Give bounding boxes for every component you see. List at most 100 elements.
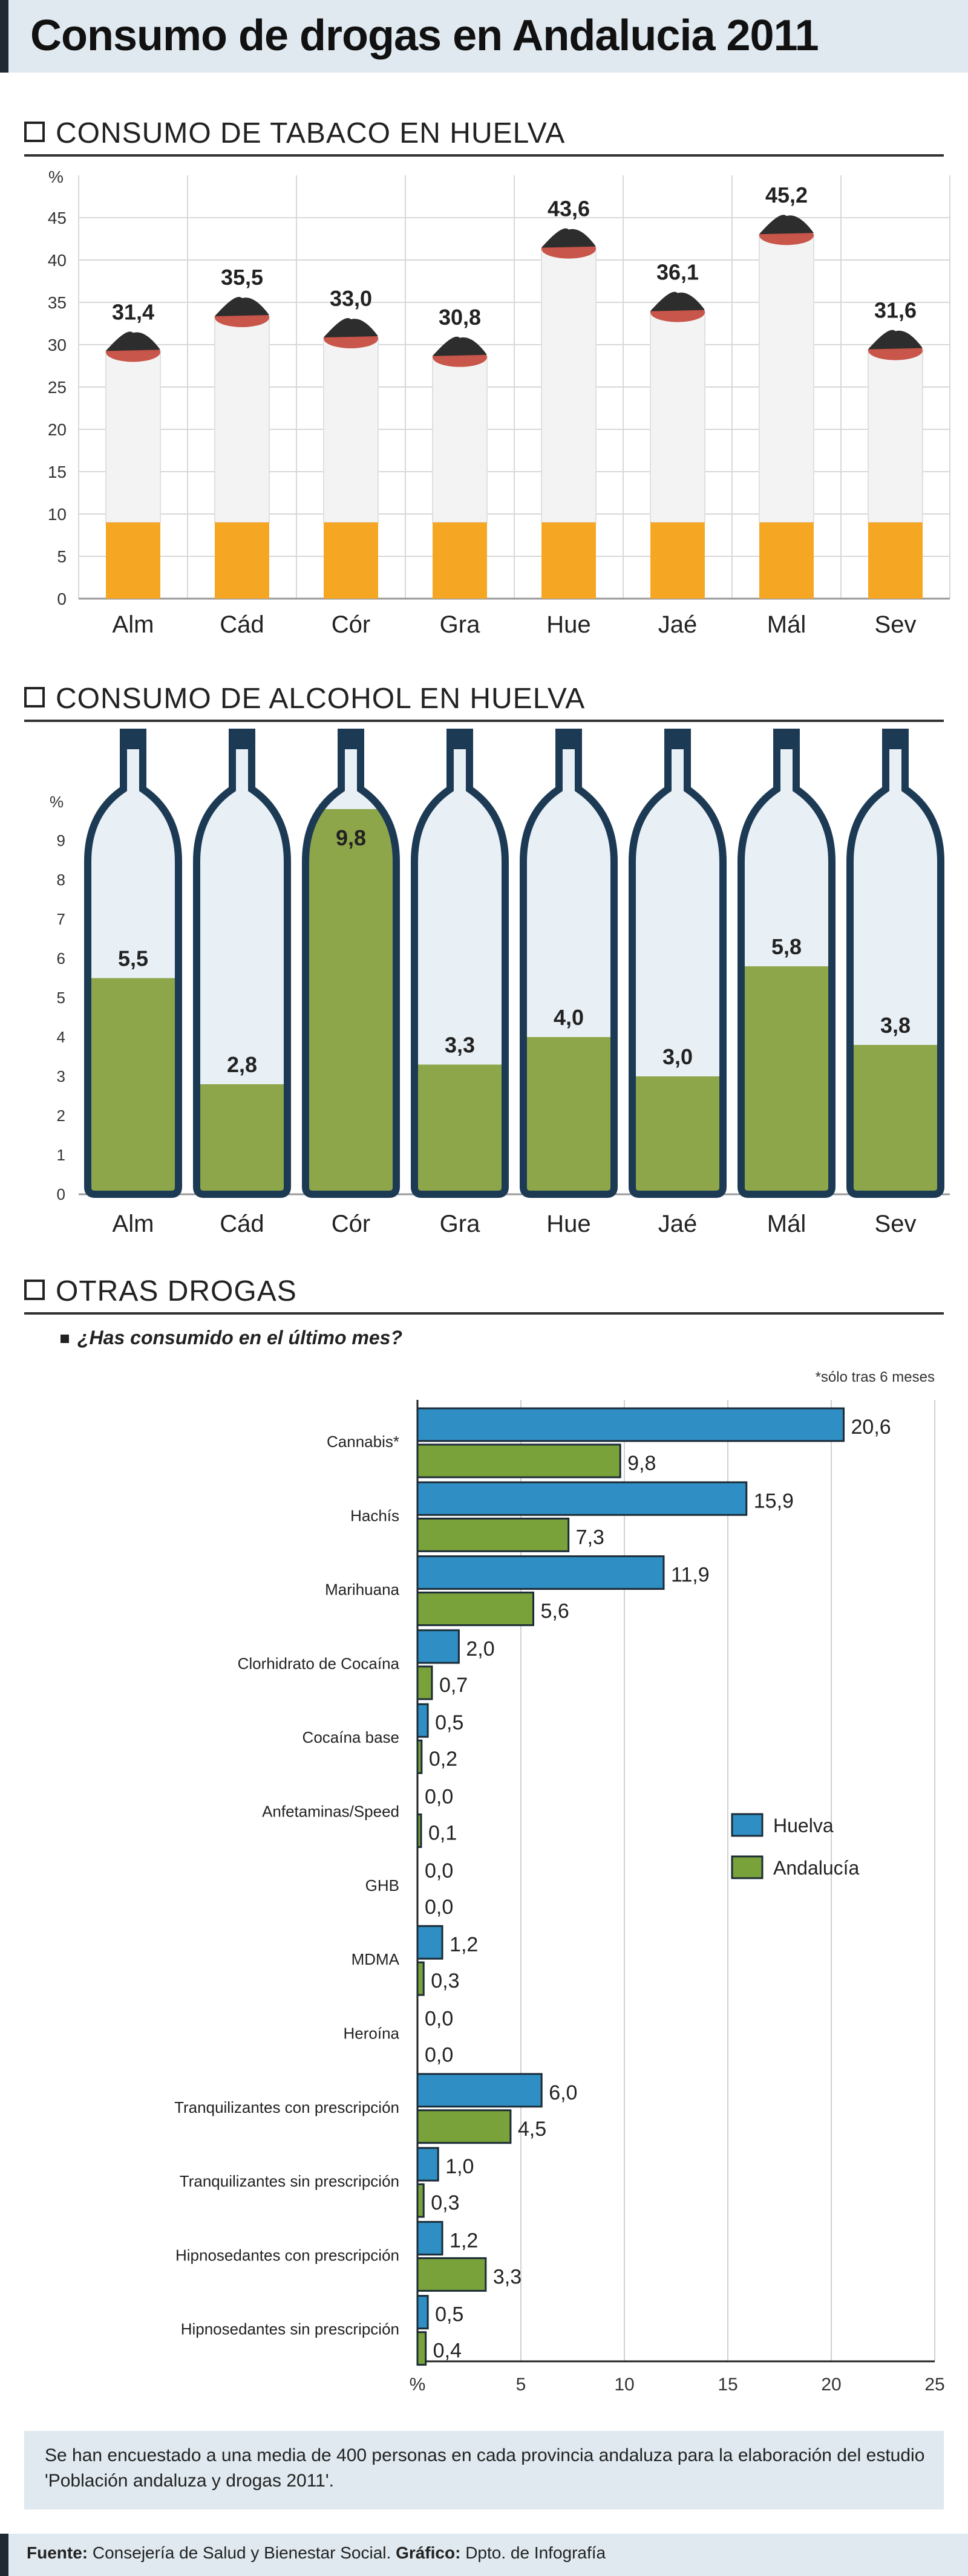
bar-andalucia [416,2257,487,2292]
cigarette-ash [106,331,160,351]
bottle-outline [84,729,182,1198]
x-tick-label: Gra [440,611,480,638]
bar-huelva [416,2295,429,2330]
x-tick-label: Mál [767,611,806,638]
x-tick-label: 10 [614,2375,634,2395]
y-axis-label: % [50,793,64,811]
bar-value-label: 0,0 [425,2007,453,2030]
x-tick-label: Alm [113,1211,154,1237]
alcohol-chart: % 0 1 2 3 4 5 6 7 8 9 5,5 Alm 2,8 Cád 9,8 Cór 3,3 Gra 4,0 Hu… [50,729,950,1237]
x-tick-label: Jaé [658,611,698,638]
y-tick-label: 1 [57,1146,65,1164]
x-tick-label: 20 [821,2375,841,2395]
x-tick-label: Cád [220,1211,264,1237]
x-tick-label: 5 [516,2375,526,2395]
bar-value-label: 5,5 [118,946,148,971]
cigarette-filter [215,522,269,599]
cigarette-bar [868,330,923,599]
category-label: Heroína [344,2024,400,2042]
bar-value-label: 0,2 [429,1748,457,1771]
cigarette-ash [433,336,487,356]
bottle-outline [846,729,944,1198]
graphic-label: Gráfico: [396,2543,461,2562]
bottle-cap [666,729,690,749]
source-bar: Fuente: Consejería de Salud y Bienestar … [0,2534,968,2576]
cigarette-paper [650,310,705,523]
legend-swatch [731,1855,764,1879]
x-tick-label: Gra [440,1211,480,1237]
bar-andalucia [416,1443,621,1478]
bottle-cap [557,729,581,749]
cigarette-paper [868,348,923,523]
cigarette-bar [759,215,814,599]
bottle-cap [883,729,908,749]
cigarette-filter [868,522,923,599]
bar-value-label: 0,3 [431,1969,459,1992]
y-tick-label: 5 [57,547,67,566]
cigarette-paper [323,337,379,523]
page-title: Consumo de drogas en Andalucia 2011 [30,11,819,60]
bar-value-label: 1,2 [450,2229,478,2252]
category-label: GHB [365,1876,399,1895]
y-tick-label: 15 [48,463,67,481]
bottle-liquid [88,978,178,1194]
bar-value-label: 31,4 [112,299,154,324]
bottle-bar [193,729,291,1198]
cigarette-bar [214,297,270,599]
source-text: Consejería de Salud y Bienestar Social. [92,2543,391,2562]
title-bar: Consumo de drogas en Andalucia 2011 [0,0,968,73]
bar-value-label: 4,5 [518,2118,546,2141]
bottle-liquid [306,809,396,1194]
bar-andalucia [416,1961,425,1996]
section-title-otras: OTRAS DROGAS [56,1275,297,1307]
bar-value-label: 9,8 [627,1452,656,1475]
bar-value-label: 20,6 [851,1416,891,1439]
bottle-liquid [632,1076,723,1194]
bar-value-label: 31,6 [874,298,917,323]
section-header-alcohol: CONSUMO DE ALCOHOL EN HUELVA [24,677,944,722]
cigarette-paper [214,316,270,523]
bar-value-label: 0,3 [431,2191,459,2214]
cigarette-filter [650,522,705,599]
bottle-outline [737,729,836,1198]
x-tick-label: Hue [546,1211,590,1237]
y-tick-label: 40 [48,251,67,270]
bar-andalucia [416,1739,423,1774]
bar-huelva [416,2220,443,2256]
bottle-outline [302,729,400,1198]
x-tick-label: Hue [546,611,590,638]
bar-value-label: 15,9 [754,1489,794,1512]
bottle-cap [121,729,145,749]
cigarette-bar [541,228,597,599]
bar-value-label: 11,9 [671,1564,710,1587]
bar-value-label: 0,1 [428,1822,457,1845]
bottle-liquid [414,1064,505,1194]
bottle-liquid [197,1084,287,1194]
y-tick-label: 7 [57,910,65,928]
bar-value-label: 5,8 [771,934,802,959]
y-tick-label: 0 [57,590,67,608]
y-tick-label: 0 [57,1185,65,1203]
cigarette-ash [650,291,705,311]
bar-value-label: 45,2 [765,183,808,207]
cigarette-paper [541,247,597,523]
bar-andalucia [416,1665,433,1700]
section-title-tabaco: CONSUMO DE TABACO EN HUELVA [56,117,566,149]
section-header-otras: OTRAS DROGAS [24,1270,944,1315]
bar-huelva [416,1407,845,1442]
bar-value-label: 4,0 [554,1005,584,1030]
bottle-liquid [850,1045,941,1194]
survey-note-text: Se han encuestado a una media de 400 per… [45,2445,925,2491]
bottle-bar [737,729,836,1198]
cigarette-paper [105,350,161,523]
x-tick-label: 15 [718,2375,737,2395]
category-label: Clorhidrato de Cocaína [238,1654,400,1673]
bottle-cap [448,729,472,749]
cigarette-bar [105,331,161,599]
y-tick-label: 6 [57,949,65,968]
bar-huelva [416,1703,429,1738]
y-tick-label: 4 [57,1028,65,1046]
cigarette-filter [759,522,814,599]
bar-value-label: 5,6 [541,1600,569,1623]
bottle-outline [520,729,618,1198]
